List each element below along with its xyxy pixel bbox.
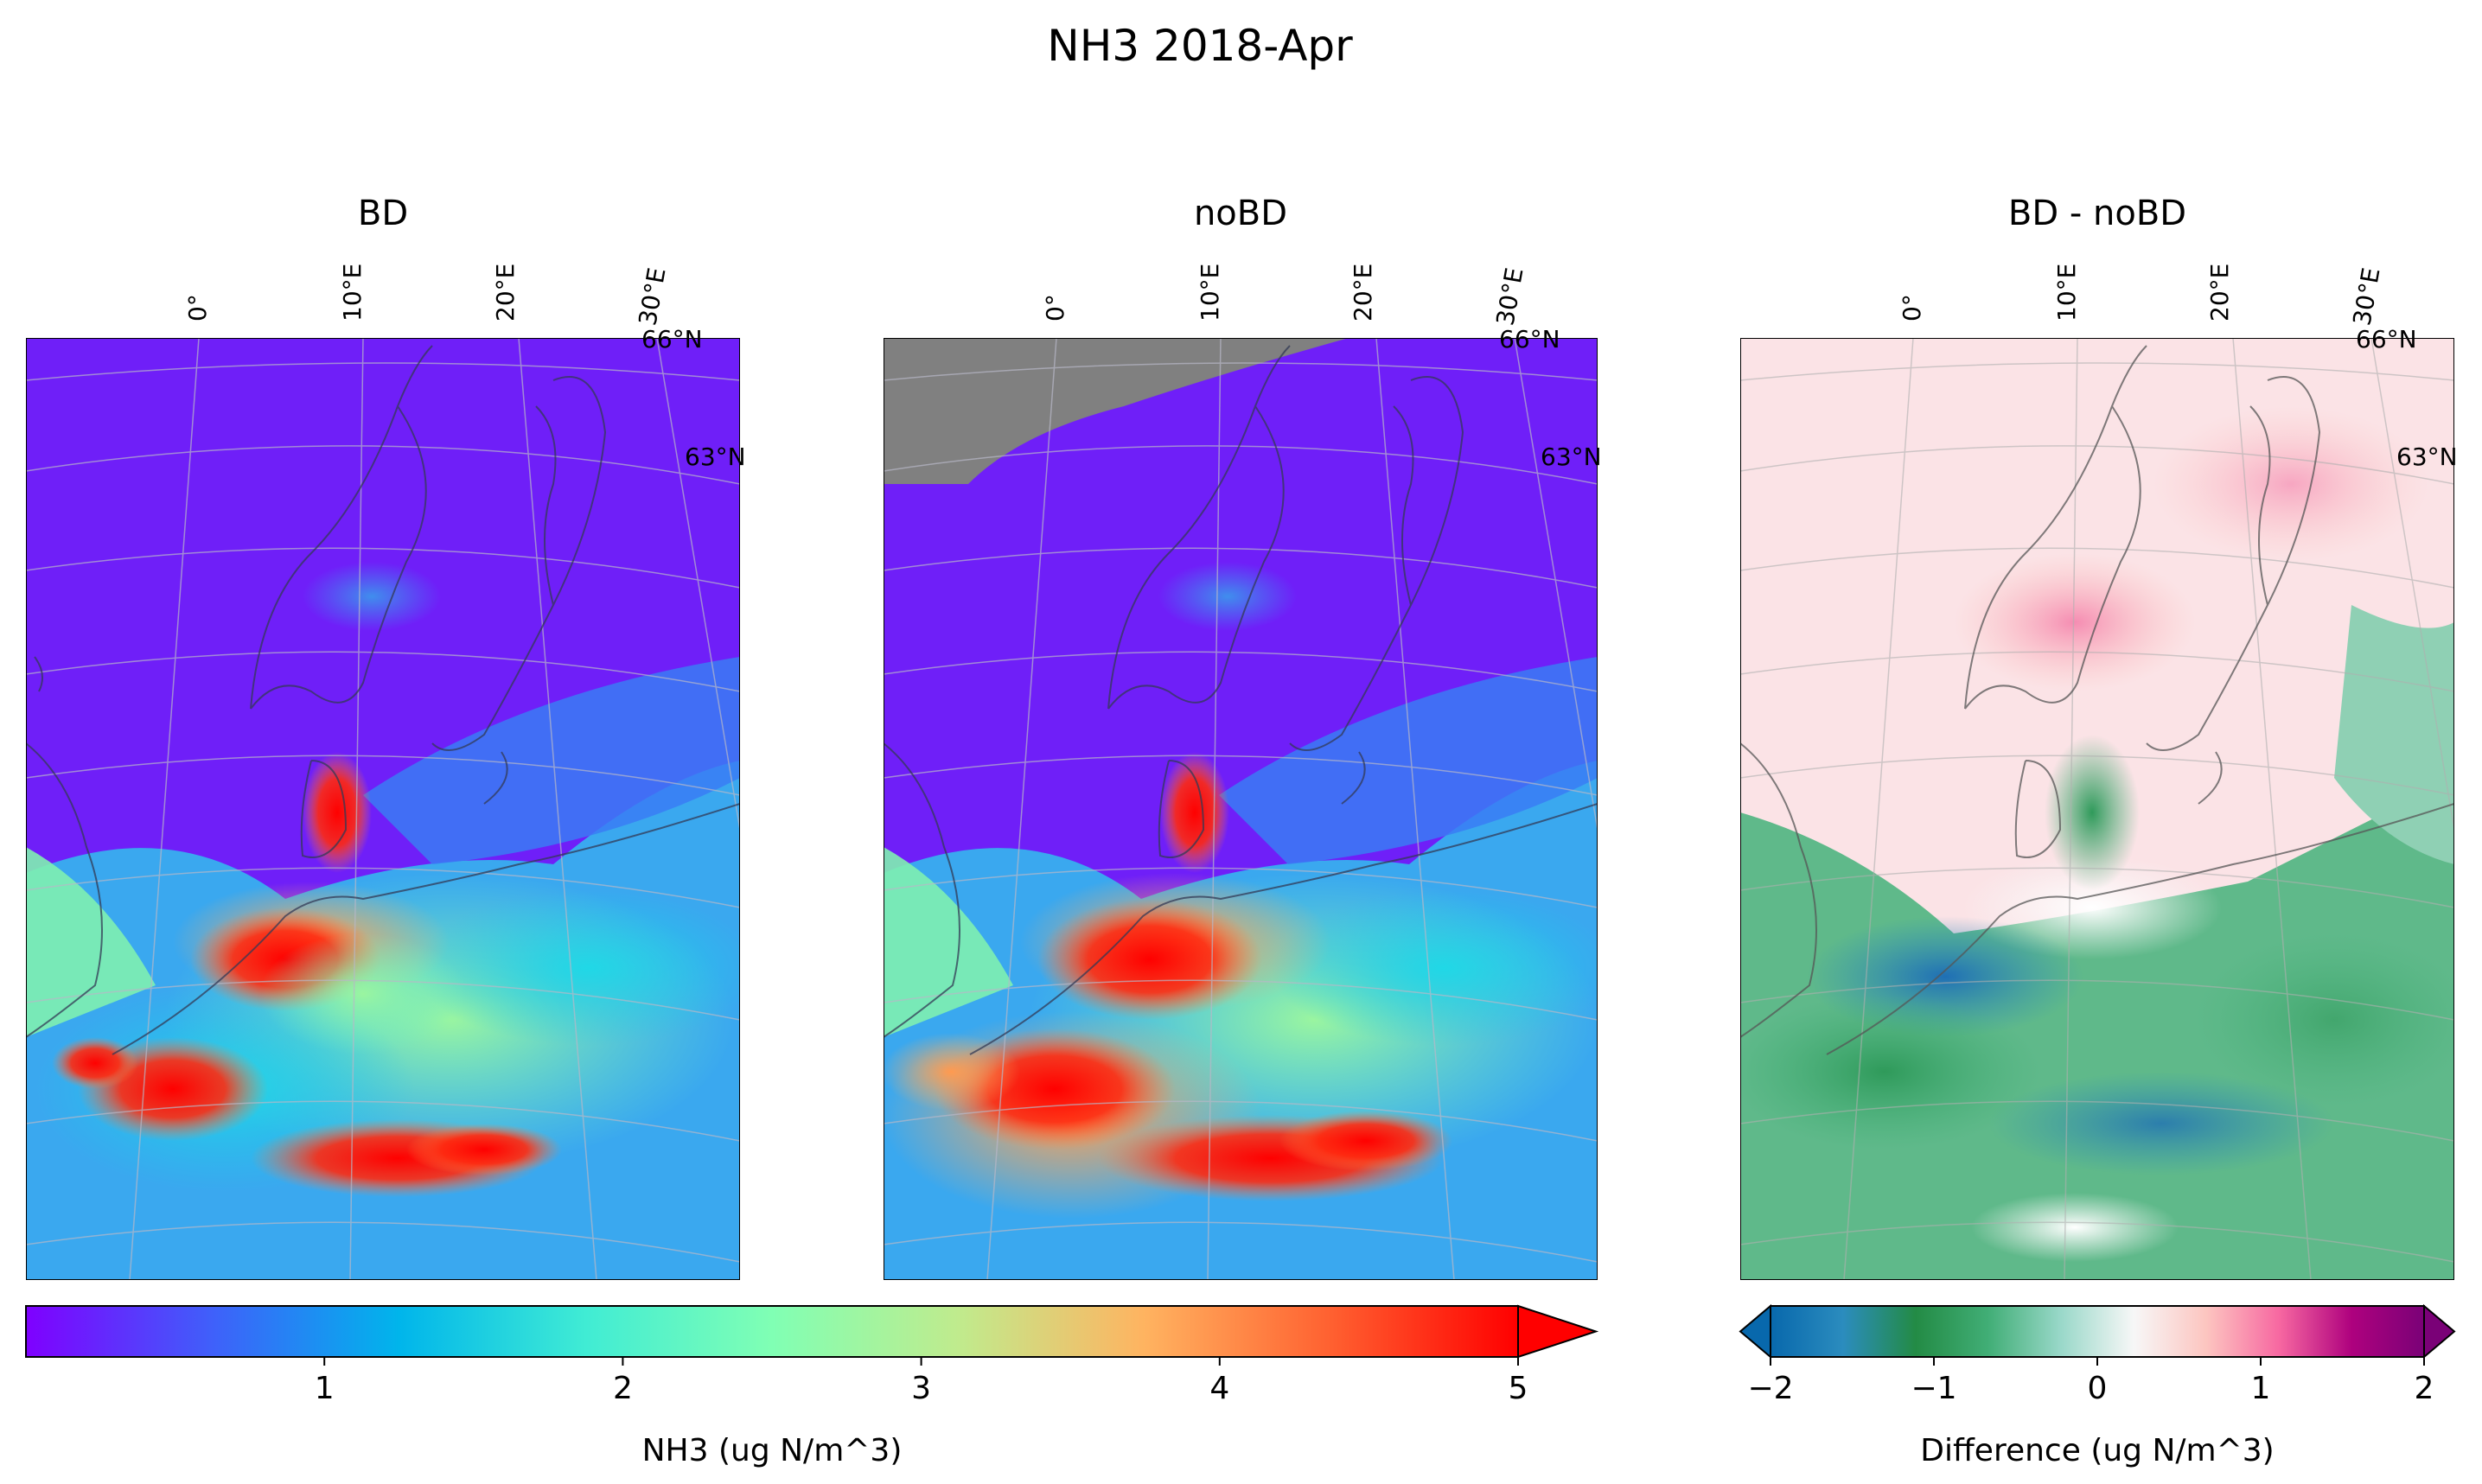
graticule — [884, 338, 1598, 1280]
colorbar-nh3: 1 2 3 4 5 NH3 (ug N/m^3) — [25, 1304, 1599, 1468]
lat-label-66n: 66°N — [641, 325, 703, 353]
lon-label-20e: 20°E — [2205, 264, 2234, 322]
colorbar-tick-label: 1 — [315, 1371, 335, 1406]
colorbar-tick-label: 1 — [2251, 1371, 2271, 1406]
map-panel-bd — [26, 338, 740, 1280]
concentration-field — [884, 562, 1598, 1280]
lon-label-0: 0° — [183, 294, 212, 322]
lon-label-10e: 10°E — [2052, 264, 2081, 322]
colorbar-tick-label: 2 — [2415, 1371, 2434, 1406]
colorbar-diff-label: Difference (ug N/m^3) — [1920, 1433, 2274, 1468]
panel-title-bd: BD — [358, 194, 408, 233]
difference-field — [1740, 406, 2454, 1280]
lat-label-63n: 63°N — [2396, 443, 2458, 471]
lon-label-0: 0° — [1898, 294, 1926, 322]
lat-label-63n: 63°N — [1541, 443, 1602, 471]
colorbar-diff-extend-max — [2423, 1303, 2456, 1360]
colorbar-tick-label: −1 — [1911, 1371, 1956, 1406]
colorbar-nh3-fill — [26, 1306, 1518, 1357]
lon-label-30e: 30°E — [1490, 265, 1528, 328]
graticule — [1740, 338, 2454, 1280]
lon-label-20e: 20°E — [1349, 264, 1377, 322]
map-panel-nobd — [884, 338, 1598, 1280]
coastlines — [884, 345, 1598, 1055]
colorbar-diff: −2 −1 0 1 2 Difference (ug N/m^3) — [1739, 1303, 2456, 1468]
colorbar-tick-label: 4 — [1209, 1371, 1229, 1406]
colorbar-tick-label: 2 — [613, 1371, 633, 1406]
colorbar-nh3-label: NH3 (ug N/m^3) — [642, 1433, 903, 1468]
colorbar-tick-label: 0 — [2088, 1371, 2108, 1406]
coastlines — [1740, 345, 2454, 1055]
lon-label-30e: 30°E — [2347, 265, 2385, 328]
colorbar-tick-label: −2 — [1747, 1371, 1793, 1406]
lat-label-66n: 66°N — [2356, 325, 2417, 353]
concentration-field — [26, 562, 740, 1280]
map-panel-diff — [1740, 338, 2454, 1280]
lat-label-63n: 63°N — [685, 443, 746, 471]
missing-data-region — [884, 338, 1349, 484]
coastlines — [26, 345, 740, 1055]
lon-label-0: 0° — [1041, 294, 1069, 322]
graticule — [26, 338, 740, 1280]
colorbar-nh3-extend-max — [1517, 1304, 1599, 1359]
lon-label-20e: 20°E — [491, 264, 520, 322]
figure-title: NH3 2018-Apr — [1047, 21, 1353, 71]
lon-label-10e: 10°E — [338, 264, 367, 322]
colorbar-tick-label: 3 — [911, 1371, 931, 1406]
panel-title-diff: BD - noBD — [2008, 194, 2186, 233]
colorbar-diff-extend-min — [1739, 1303, 1771, 1360]
panel-title-nobd: noBD — [1194, 194, 1287, 233]
lon-label-30e: 30°E — [633, 265, 671, 328]
colorbar-tick-label: 5 — [1509, 1371, 1528, 1406]
colorbar-diff-fill — [1771, 1306, 2424, 1357]
lat-label-66n: 66°N — [1499, 325, 1560, 353]
lon-label-10e: 10°E — [1196, 264, 1224, 322]
